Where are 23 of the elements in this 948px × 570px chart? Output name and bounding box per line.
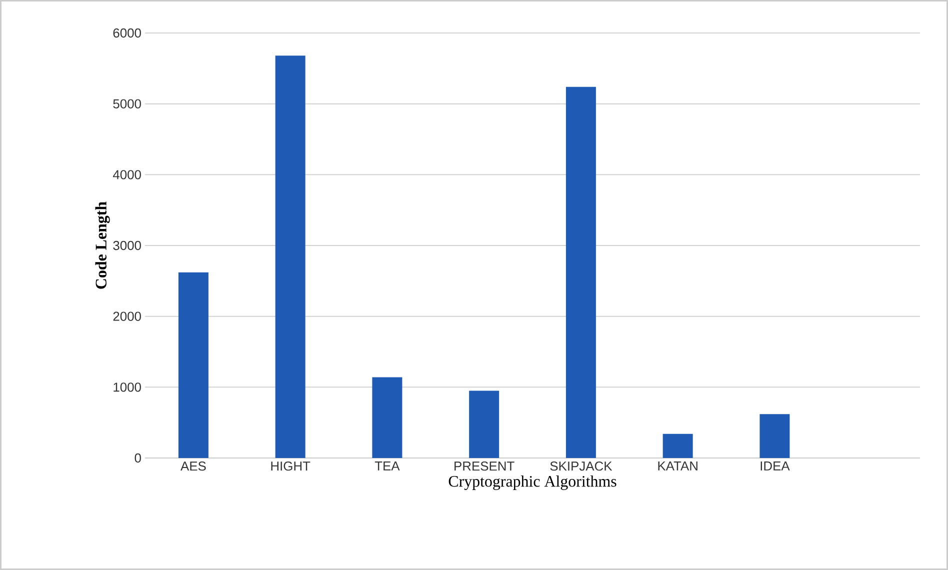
bar [178,272,208,458]
y-tick-label: 5000 [113,99,141,108]
x-tick-label: KATAN [658,462,698,470]
bar [275,56,306,458]
x-tick-label: AES [180,462,206,471]
y-tick-label: 0 [134,453,141,463]
x-tick-label: TEA [374,462,400,470]
bar [760,414,790,458]
y-tick-label: 6000 [113,28,141,38]
x-axis-title: Cryptographic Algorithms [448,476,616,490]
x-tick-label: PRESENT [454,462,514,471]
bar [566,86,596,458]
y-tick-label: 2000 [113,312,141,321]
bar [469,390,500,458]
y-axis-title: Code Length [95,202,110,289]
y-tick-label: 4000 [112,170,141,180]
x-tick-label: SKIPJACK [550,462,612,471]
bar [662,434,693,458]
x-tick-label: IDEA [760,462,790,470]
x-tick-label: HIGHT [271,462,310,471]
bar [372,377,402,458]
y-tick-label: 1000 [114,382,141,392]
y-tick-label: 3000 [113,240,141,250]
